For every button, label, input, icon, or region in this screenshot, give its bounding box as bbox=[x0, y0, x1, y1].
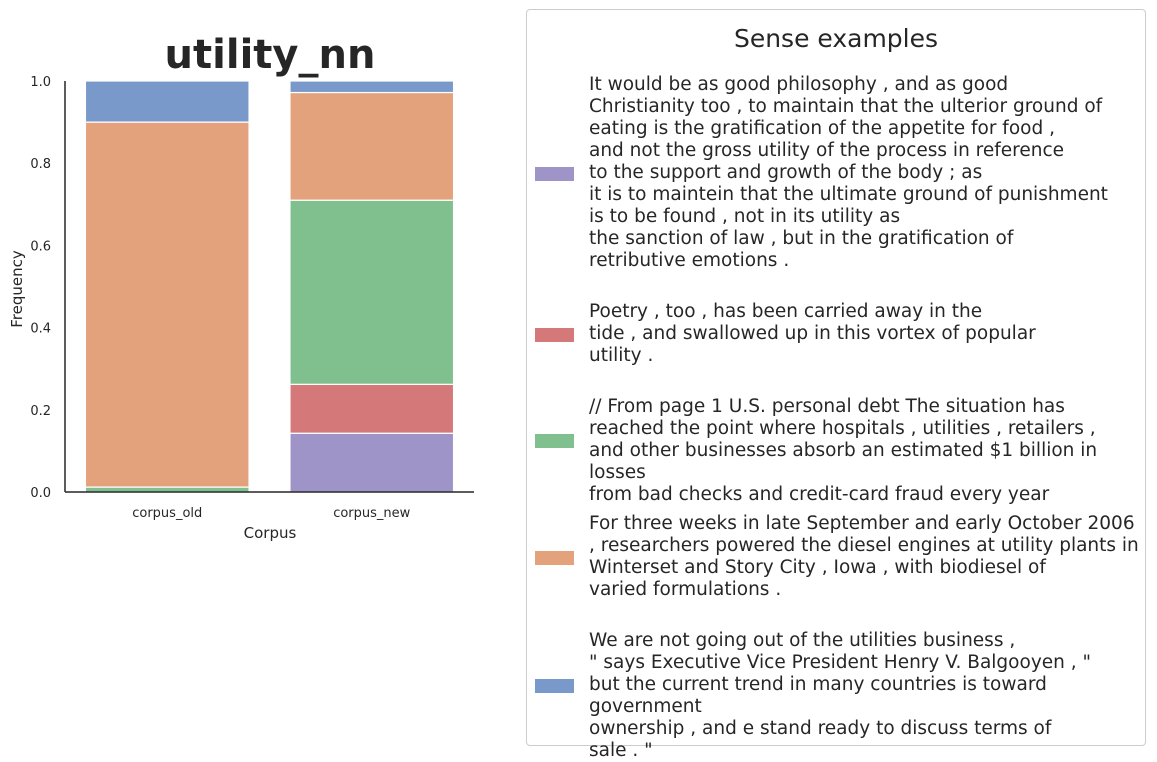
y-tick-label: 0.0 bbox=[30, 486, 51, 501]
chart-title: utility_nn bbox=[165, 32, 376, 78]
x-axis-label: Corpus bbox=[244, 524, 297, 542]
legend-entry-text: // From page 1 U.S. personal debt The si… bbox=[589, 396, 1098, 505]
legend-swatch bbox=[535, 679, 574, 693]
y-axis-label: Frequency bbox=[8, 250, 26, 328]
legend-swatch bbox=[535, 434, 574, 448]
y-tick-label: 0.4 bbox=[30, 322, 51, 337]
y-tick-label: 0.2 bbox=[30, 404, 51, 419]
legend-entry-text: For three weeks in late September and ea… bbox=[589, 513, 1139, 600]
bar-corpus_new-series-1 bbox=[289, 383, 455, 434]
bar-corpus_new-series-4 bbox=[289, 80, 455, 94]
legend: Sense examples It would be as good philo… bbox=[526, 9, 1146, 761]
legend-title: Sense examples bbox=[733, 24, 939, 53]
legend-swatch bbox=[535, 551, 574, 565]
bar-corpus_new-series-2 bbox=[289, 199, 455, 385]
bar-corpus_old-series-3 bbox=[84, 121, 250, 488]
legend-entry-text: It would be as good philosophy , and as … bbox=[589, 74, 1108, 271]
legend-entry-text: We are not going out of the utilities bu… bbox=[589, 630, 1092, 761]
x-tick-label: corpus_old bbox=[132, 506, 202, 521]
bar-corpus_old-series-4 bbox=[84, 80, 250, 123]
y-tick-label: 1.0 bbox=[30, 75, 51, 90]
legend-swatch bbox=[535, 328, 574, 342]
legend-swatch bbox=[535, 167, 574, 181]
y-tick-label: 0.6 bbox=[30, 239, 51, 254]
x-tick-label: corpus_new bbox=[333, 506, 410, 521]
legend-entry-text: Poetry , too , has been carried away in … bbox=[589, 301, 1036, 366]
bar-corpus_new-series-3 bbox=[289, 91, 455, 201]
bar-corpus_new-series-0 bbox=[289, 432, 455, 493]
y-axis-ticks: 0.0 0.2 0.4 0.6 0.8 1.0 bbox=[30, 75, 51, 501]
bars-group bbox=[84, 80, 455, 493]
stacked-bar-chart: utility_nn 0.0 0.2 0.4 0.6 0.8 1.0 corpus_old… bbox=[8, 32, 474, 542]
x-axis-ticks: corpus_old corpus_new bbox=[132, 506, 410, 521]
y-tick-label: 0.8 bbox=[30, 157, 51, 172]
